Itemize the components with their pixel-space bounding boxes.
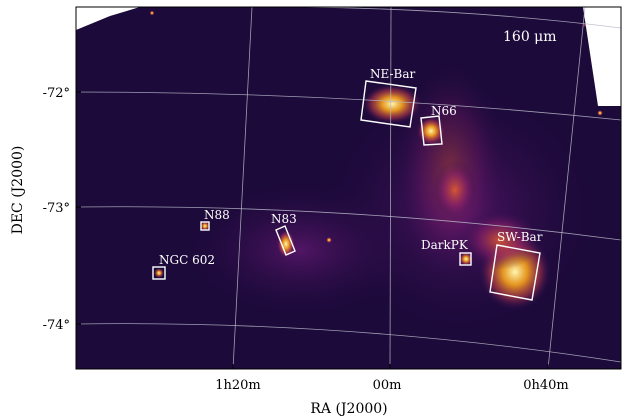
region-label-ngc602: NGC 602 — [159, 253, 215, 267]
plot-frame — [75, 6, 622, 370]
x-axis-title: RA (J2000) — [310, 401, 387, 417]
emission-point — [597, 110, 603, 116]
x-axis: 1h20m 00m 0h40m RA (J2000) — [215, 364, 569, 417]
x-tick-label: 00m — [373, 378, 402, 393]
x-tick-label: 1h20m — [215, 378, 261, 393]
emission-n83 — [277, 230, 295, 258]
grid-line-ra — [547, 7, 586, 369]
region-label-n88: N88 — [204, 208, 230, 222]
emission-point — [149, 10, 155, 16]
grid-line-ra — [232, 7, 253, 369]
emission-darkpk — [459, 252, 473, 266]
emission-n66 — [417, 117, 445, 145]
emission-n88 — [200, 221, 210, 231]
region-box-ne-bar — [360, 80, 417, 128]
y-tick-label: -72° — [43, 86, 70, 101]
region-label-n66: N66 — [431, 104, 457, 118]
region-box-n66 — [420, 115, 443, 146]
region-box-ngc602 — [152, 266, 166, 280]
no-data-region-right — [583, 7, 621, 106]
coordinate-grid — [76, 7, 621, 369]
region-labels: NE-Bar N66 N88 N83 NGC 602 DarkPK SW-Bar — [159, 67, 543, 267]
region-box-sw-bar — [489, 244, 541, 301]
emission-point — [326, 237, 332, 243]
band-label: 160 μm — [503, 29, 557, 45]
emission-ngc602 — [154, 268, 164, 278]
grid-line-dec — [299, 7, 621, 29]
grid-line-dec — [76, 323, 621, 363]
region-box-darkpk — [459, 252, 472, 266]
sky-image — [76, 7, 621, 369]
region-label-sw-bar: SW-Bar — [497, 230, 543, 244]
grid-line-ra — [389, 7, 392, 369]
grid-line-dec — [76, 91, 621, 121]
emission-ne-bar — [362, 84, 422, 124]
no-data-region-left — [76, 7, 140, 30]
grid-line-dec — [76, 206, 621, 241]
y-tick-label: -74° — [43, 318, 70, 333]
emission-sw-bar-halo — [460, 210, 540, 270]
region-label-n83: N83 — [271, 212, 297, 226]
region-box-n88 — [200, 221, 210, 231]
y-axis: -72° -73° -74° DEC (J2000) — [10, 86, 81, 333]
y-axis-title: DEC (J2000) — [10, 146, 26, 235]
emission-mid-bar — [433, 160, 477, 220]
diffuse-emission-wing — [180, 180, 420, 320]
region-label-ne-bar: NE-Bar — [370, 67, 416, 81]
region-label-darkpk: DarkPK — [421, 238, 469, 252]
x-tick-label: 0h40m — [523, 378, 569, 393]
y-tick-label: -73° — [43, 201, 70, 216]
region-box-n83 — [275, 225, 296, 256]
region-boxes — [152, 80, 541, 301]
